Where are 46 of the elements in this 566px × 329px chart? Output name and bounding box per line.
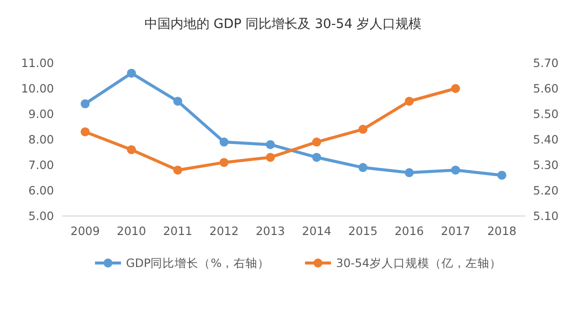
x-tick-label: 2014 (302, 224, 332, 238)
point (404, 168, 414, 178)
point (404, 96, 414, 106)
y-tick-label: 9.00 (28, 107, 54, 121)
legend-label: 30-54岁人口规模（亿，左轴） (336, 256, 502, 270)
point (126, 145, 136, 154)
point (266, 152, 275, 162)
x-tick-label: 2010 (116, 224, 146, 238)
point (80, 99, 90, 108)
y2-tick-label: 5.30 (533, 158, 559, 172)
x-tick-label: 2018 (487, 224, 516, 238)
point (80, 127, 90, 136)
y2-tick-label: 5.20 (533, 184, 559, 198)
y-tick-label: 7.00 (28, 158, 54, 172)
x-tick-label: 2017 (440, 224, 470, 238)
x-tick-label: 2011 (163, 224, 192, 238)
point (126, 68, 136, 78)
y-tick-label: 6.00 (28, 184, 54, 198)
point (266, 140, 275, 150)
point (173, 166, 182, 175)
y2-tick-label: 5.40 (533, 132, 559, 146)
point (220, 158, 229, 167)
chart-title: 中国内地的 GDP 同比增长及 30-54 岁人口规模 (144, 17, 422, 32)
x-tick-label: 2013 (256, 224, 285, 238)
x-tick-label: 2012 (209, 224, 239, 238)
y2-tick-label: 5.70 (533, 56, 559, 70)
y2-tick-label: 5.60 (533, 82, 559, 96)
point (173, 96, 182, 106)
point (358, 163, 368, 172)
point (220, 138, 229, 147)
y2-tick-label: 5.50 (533, 107, 559, 121)
y-tick-label: 10.00 (21, 82, 54, 96)
point (312, 152, 322, 162)
y2-tick-label: 5.10 (533, 209, 559, 223)
legend-label: GDP同比增长（%，右轴） (126, 256, 270, 270)
x-tick-label: 2009 (70, 224, 100, 238)
y-tick-label: 5.00 (28, 209, 54, 223)
point (451, 84, 460, 93)
y-tick-label: 8.00 (28, 132, 54, 146)
x-tick-label: 2015 (348, 224, 378, 238)
y-tick-label: 11.00 (21, 56, 54, 70)
point (451, 166, 460, 175)
point (497, 170, 506, 180)
point (358, 124, 368, 134)
point (312, 138, 322, 147)
x-tick-label: 2016 (394, 224, 424, 238)
